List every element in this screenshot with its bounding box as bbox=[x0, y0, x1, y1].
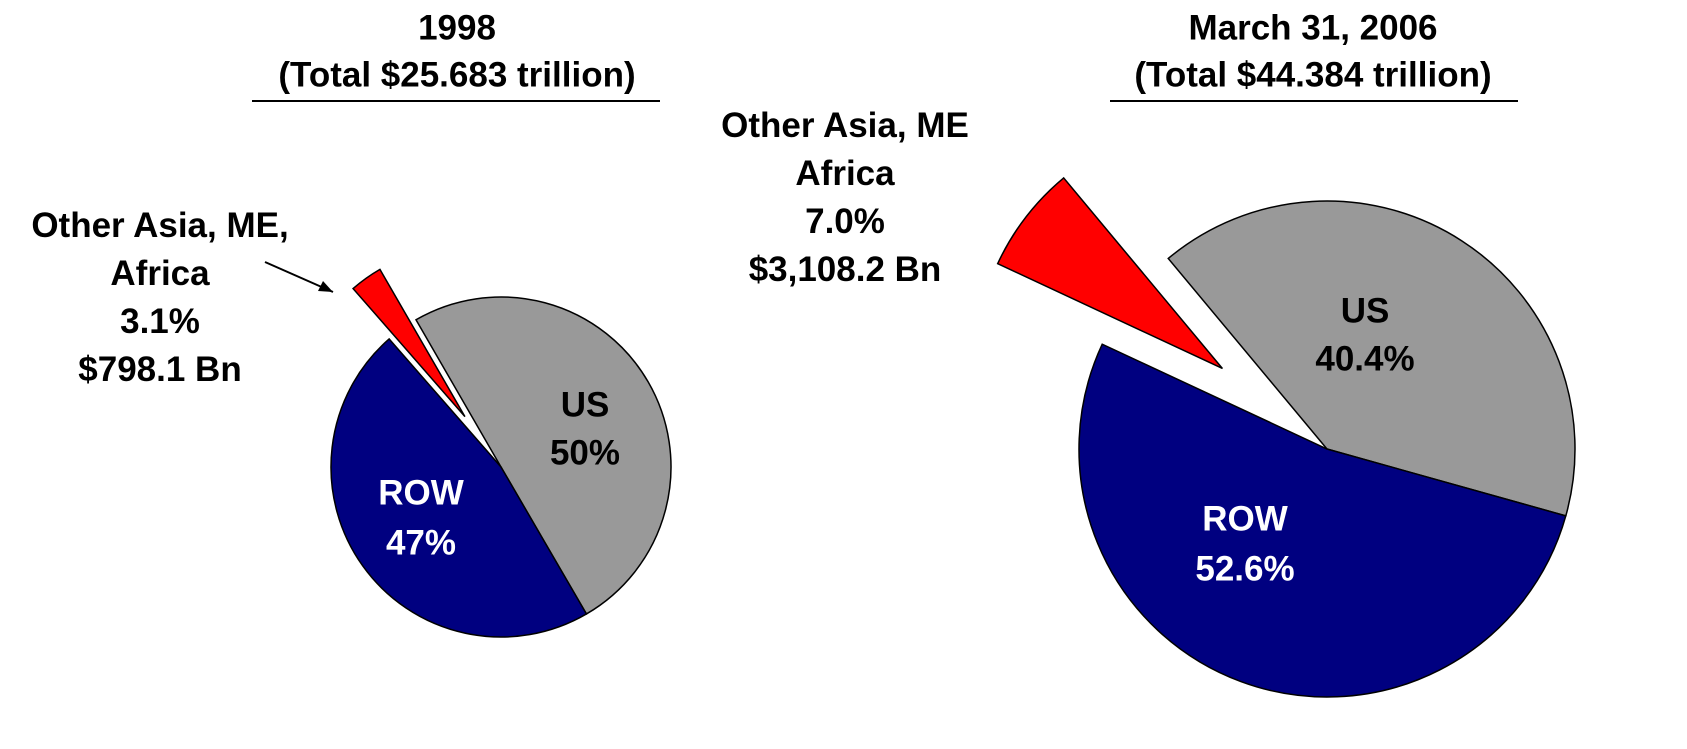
other-label: Other Asia, ME Africa 7.0% $3,108.2 Bn bbox=[695, 102, 995, 294]
other-label: Other Asia, ME, Africa 3.1% $798.1 Bn bbox=[0, 202, 320, 394]
slice-label: US bbox=[1341, 291, 1390, 330]
other-amount: $798.1 Bn bbox=[78, 350, 242, 389]
pie-slice bbox=[414, 296, 672, 615]
other-value: 7.0% bbox=[805, 202, 885, 241]
pie-slice bbox=[1167, 200, 1576, 517]
slice-label: US bbox=[561, 385, 610, 424]
slice-value-label: 50% bbox=[550, 433, 620, 472]
arrow-head bbox=[318, 281, 333, 292]
slice-value-label: 40.4% bbox=[1315, 339, 1414, 378]
slice-label: ROW bbox=[1202, 499, 1288, 538]
chart-title: 1998 bbox=[418, 8, 496, 47]
pie-slice bbox=[996, 176, 1223, 370]
slice-value-label: 52.6% bbox=[1195, 549, 1294, 588]
chart-title: March 31, 2006 bbox=[1188, 8, 1437, 47]
other-amount: $3,108.2 Bn bbox=[748, 250, 942, 289]
chart-subtitle: (Total $44.384 trillion) bbox=[1134, 55, 1491, 94]
other-category: Other Asia, ME Africa bbox=[721, 106, 969, 193]
pie-slice bbox=[352, 268, 466, 418]
chart-subtitle: (Total $25.683 trillion) bbox=[278, 55, 635, 94]
other-value: 3.1% bbox=[120, 302, 200, 341]
other-category: Other Asia, ME, Africa bbox=[31, 206, 289, 293]
pie-slice bbox=[330, 337, 588, 638]
slice-label: ROW bbox=[378, 473, 464, 512]
slice-value-label: 47% bbox=[386, 523, 456, 562]
pie-slice bbox=[1078, 343, 1567, 698]
